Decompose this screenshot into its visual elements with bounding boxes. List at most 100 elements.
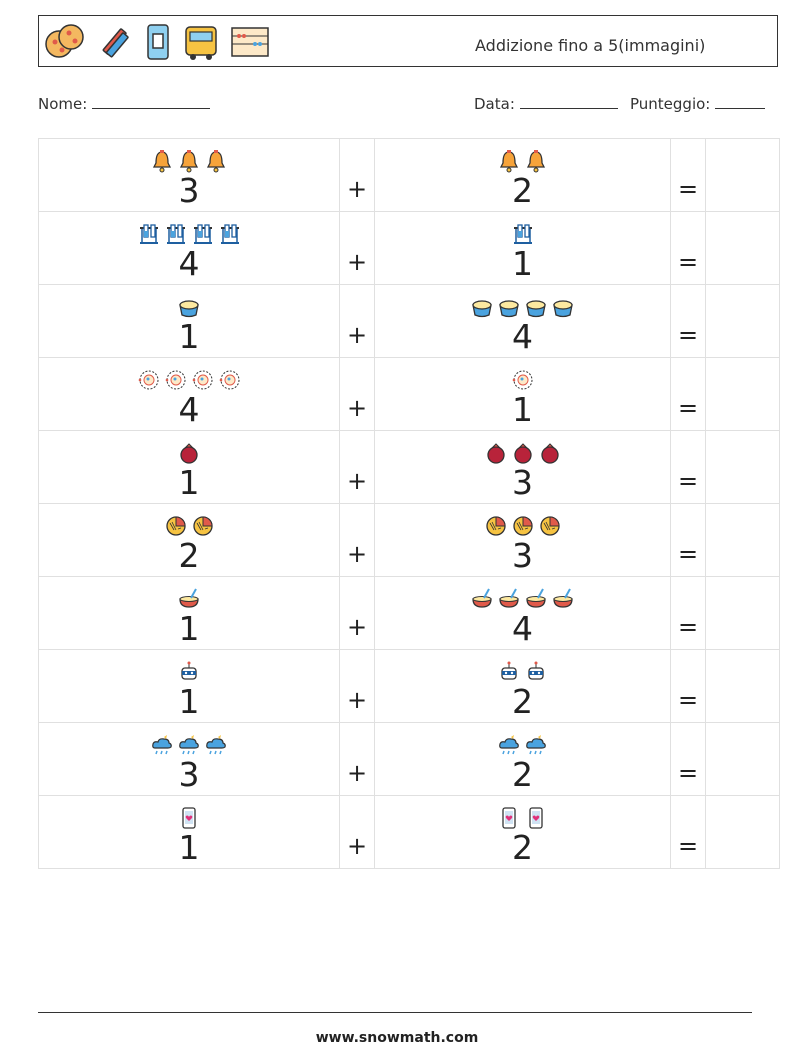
plus-sign: +: [346, 394, 368, 422]
addend-a-cell: 1: [38, 284, 340, 358]
addend-b-pictures: [375, 441, 670, 467]
bell-icon: [526, 150, 546, 173]
date-blank[interactable]: [519, 94, 618, 109]
addend-b: 2: [512, 171, 533, 210]
addend-b-cell: 2: [374, 795, 671, 869]
answer-cell[interactable]: [705, 284, 780, 358]
test-tube-rack-icon: [193, 224, 212, 244]
fruit-slice-icon: [539, 516, 560, 536]
test-tube-rack-icon: [166, 224, 185, 244]
bell-icon: [499, 150, 519, 173]
addend-b-cell: 2: [374, 722, 671, 796]
sharpener-icon: [147, 24, 169, 60]
worksheet-header: Addizione fino a 5(immagini): [38, 15, 778, 67]
plus-sign: +: [346, 613, 368, 641]
crayons-icon: [102, 28, 129, 58]
addend-b: 3: [512, 536, 533, 575]
problem-row: 1 +4 =: [38, 284, 780, 358]
answer-cell[interactable]: [705, 138, 780, 212]
date-label: Data:: [474, 95, 515, 113]
pizza-icon: [165, 370, 185, 390]
addend-b-pictures: [375, 587, 670, 613]
score-field: Punteggio:: [630, 94, 766, 113]
pomegranate-icon: [540, 443, 559, 464]
addend-a: 1: [178, 463, 200, 502]
answer-cell[interactable]: [705, 357, 780, 431]
robot-icon: [501, 661, 517, 680]
addend-b-pictures: [375, 149, 670, 175]
addend-b: 4: [512, 317, 533, 356]
equals-sign: =: [677, 686, 699, 714]
addend-b: 2: [512, 755, 533, 794]
plus-sign: +: [346, 686, 368, 714]
pizza-icon: [219, 370, 239, 390]
answer-cell[interactable]: [705, 576, 780, 650]
addend-b-cell: 3: [374, 503, 671, 577]
addend-b: 1: [512, 390, 533, 429]
problem-row: 1 +3 =: [38, 430, 780, 504]
bucket-icon: [553, 300, 573, 318]
addend-a: 1: [178, 317, 200, 356]
storm-cloud-icon: [499, 735, 519, 755]
phone-heart-icon: [529, 807, 543, 829]
addend-b-pictures: [375, 222, 670, 248]
answer-cell[interactable]: [705, 649, 780, 723]
bowl-icon: [553, 588, 573, 608]
addend-a-pictures: [39, 222, 339, 248]
footer-site: www.snowmath.com: [315, 1030, 479, 1046]
test-tube-rack-icon: [220, 224, 239, 244]
problems-table: 3 +2 = 4 +1 = 1 +4 = 4 +1 = 1 +3 = 2 +3 = 1 +4 = 1 +2 = 3 +2 = 1 +2 =: [38, 138, 780, 869]
answer-cell[interactable]: [705, 722, 780, 796]
score-blank[interactable]: [715, 94, 766, 109]
bell-icon: [179, 150, 199, 173]
addend-a-cell: 3: [38, 722, 340, 796]
addend-b: 3: [512, 463, 533, 502]
storm-cloud-icon: [206, 735, 226, 755]
addend-a-cell: 4: [38, 211, 340, 285]
fruit-slice-icon: [512, 516, 533, 536]
addend-a-pictures: [39, 660, 339, 686]
problem-row: 1 +4 =: [38, 576, 780, 650]
test-tube-rack-icon: [139, 224, 158, 244]
robot-icon: [181, 661, 197, 680]
plus-sign: +: [346, 175, 368, 203]
fruit-slice-icon: [192, 516, 213, 536]
pomegranate-icon: [486, 443, 505, 464]
addend-b-pictures: [375, 733, 670, 759]
answer-cell[interactable]: [705, 795, 780, 869]
addend-b-cell: 2: [374, 138, 671, 212]
abacus-icon: [231, 27, 269, 57]
bowl-icon: [179, 588, 199, 608]
addend-a-pictures: [39, 587, 339, 613]
addend-a-pictures: [39, 733, 339, 759]
answer-cell[interactable]: [705, 430, 780, 504]
addend-a-cell: 1: [38, 649, 340, 723]
addend-b-pictures: [375, 295, 670, 321]
date-field: Data:: [474, 94, 618, 113]
answer-cell[interactable]: [705, 503, 780, 577]
addend-b: 1: [512, 244, 533, 283]
addend-a-cell: 1: [38, 576, 340, 650]
bucket-icon: [472, 300, 492, 318]
addend-a: 4: [178, 390, 200, 429]
equals-sign: =: [677, 321, 699, 349]
school-bus-icon: [185, 26, 217, 60]
equals-sign: =: [677, 759, 699, 787]
bowl-icon: [526, 588, 546, 608]
problem-row: 3 +2 =: [38, 138, 780, 212]
plus-sign: +: [346, 321, 368, 349]
addend-b-cell: 1: [374, 357, 671, 431]
storm-cloud-icon: [152, 735, 172, 755]
score-label: Punteggio:: [630, 95, 711, 113]
addend-a-pictures: [39, 368, 339, 394]
addend-b-cell: 3: [374, 430, 671, 504]
equals-sign: =: [677, 175, 699, 203]
test-tube-rack-icon: [513, 224, 532, 244]
problem-row: 2 +3 =: [38, 503, 780, 577]
name-blank[interactable]: [92, 94, 211, 109]
addend-a: 4: [178, 244, 200, 283]
addend-a: 1: [178, 682, 200, 721]
robot-icon: [528, 661, 544, 680]
addend-a: 3: [178, 171, 200, 210]
answer-cell[interactable]: [705, 211, 780, 285]
